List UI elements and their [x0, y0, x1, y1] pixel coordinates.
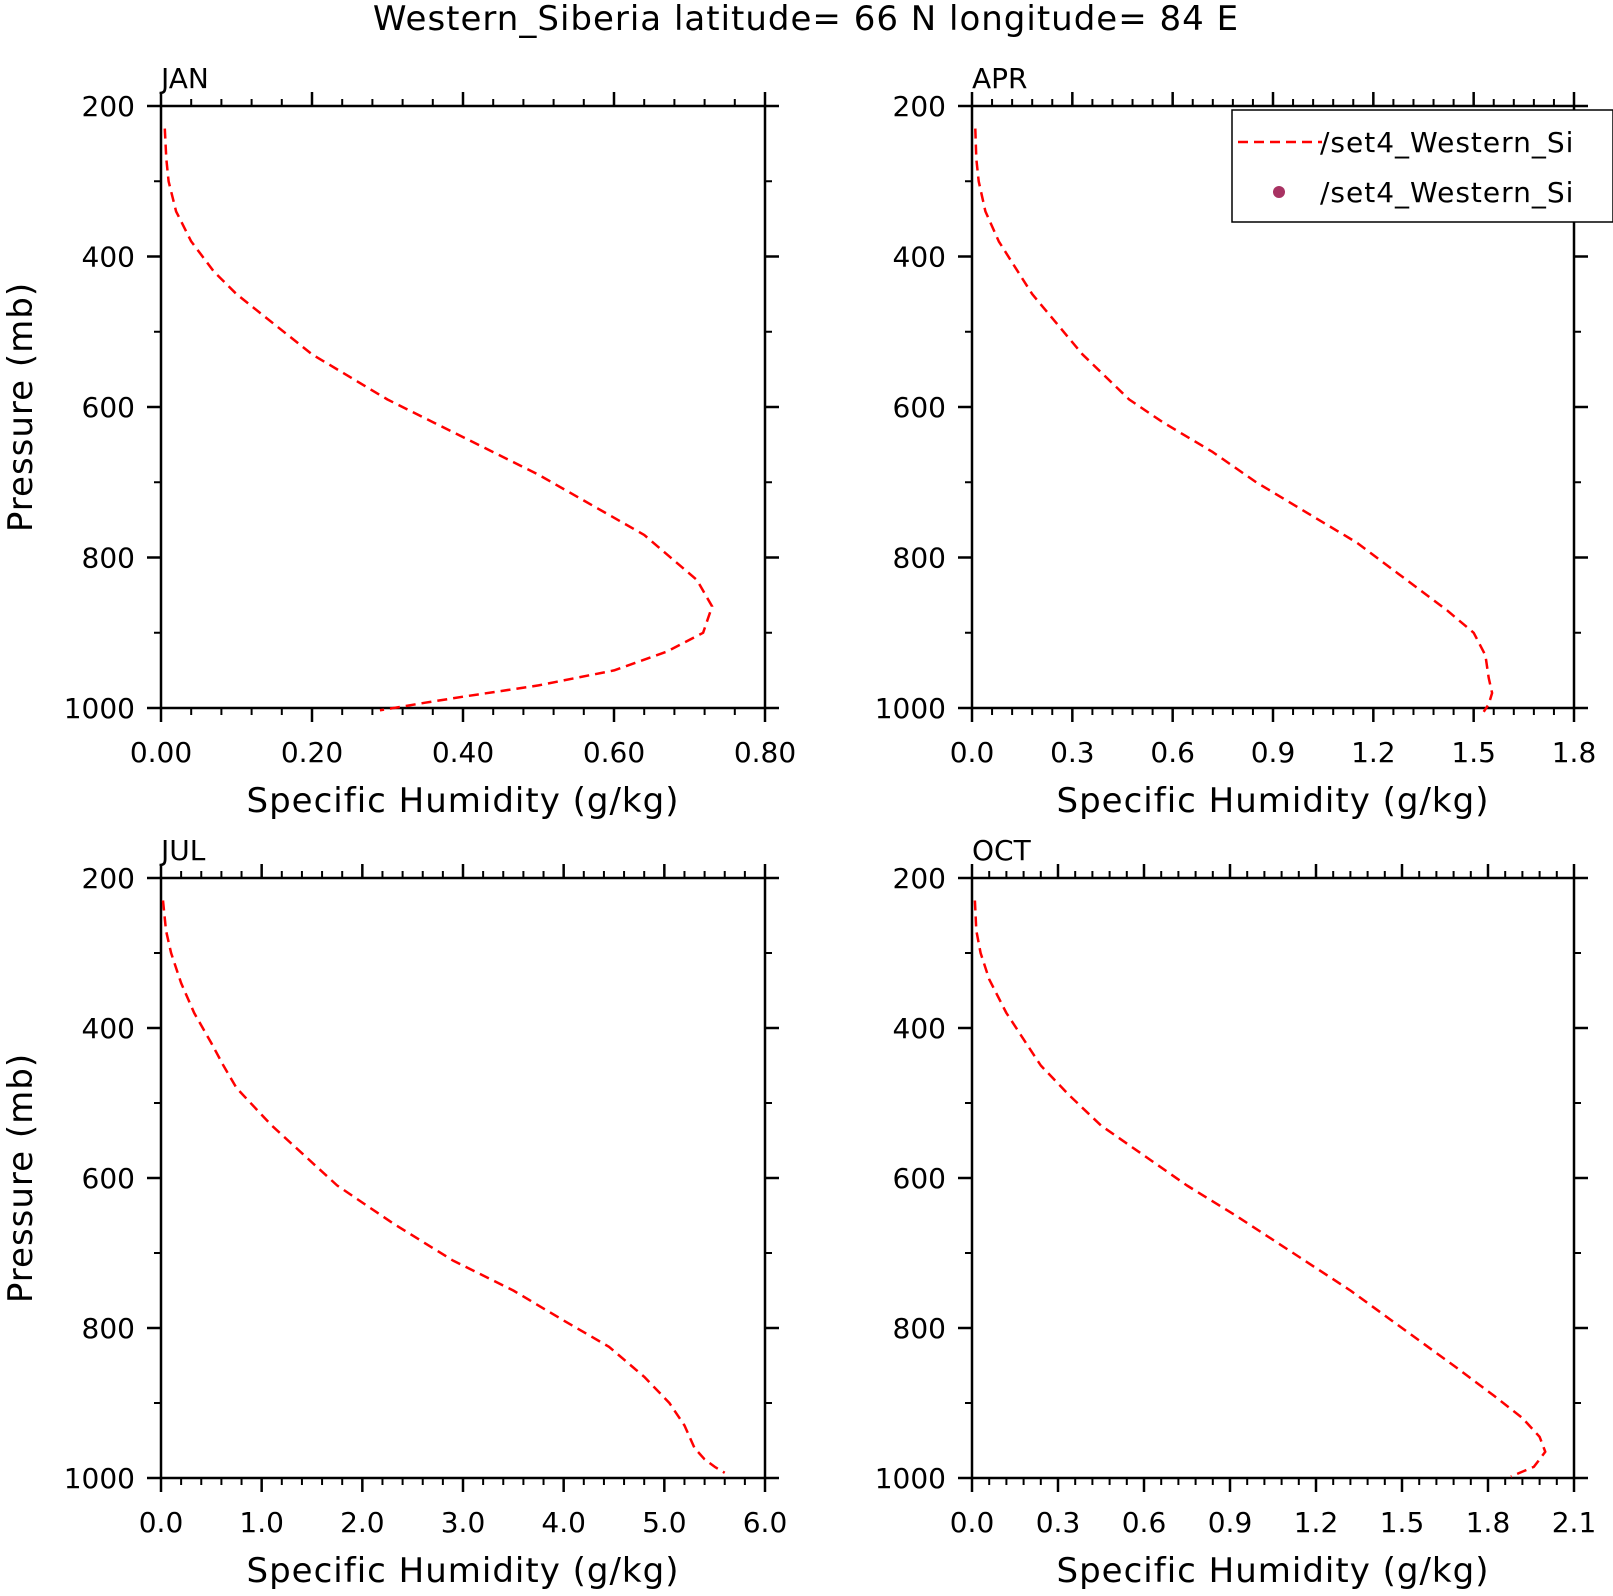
x-tick-label: 0.3 — [1050, 736, 1095, 769]
x-tick-label: 0.9 — [1251, 736, 1296, 769]
x-tick-label: 0.9 — [1208, 1506, 1253, 1539]
plot-frame — [970, 876, 1576, 1480]
y-tick-label: 1000 — [64, 692, 135, 725]
humidity-profile-line — [973, 900, 1547, 1478]
y-tick-label: 200 — [893, 90, 946, 123]
x-tick-label: 4.0 — [541, 1506, 586, 1539]
legend-dot-swatch — [1273, 186, 1285, 198]
x-axis-title: Specific Humidity (g/kg) — [247, 1551, 680, 1591]
y-tick-label: 800 — [82, 1312, 135, 1345]
y-tick-label: 600 — [82, 391, 135, 424]
x-axis-title: Specific Humidity (g/kg) — [247, 781, 680, 821]
figure-title: Western_Siberia latitude= 66 N longitude… — [373, 0, 1239, 39]
y-axis-title: Pressure (mb) — [1, 1053, 41, 1303]
plot-frame — [159, 104, 767, 710]
legend-box — [1231, 109, 1613, 223]
y-tick-label: 200 — [82, 862, 135, 895]
x-axis-title: Specific Humidity (g/kg) — [1057, 1551, 1490, 1591]
legend-entry-2-label: /set4_Western_Si — [1320, 176, 1574, 209]
x-tick-label: 0.6 — [1122, 1506, 1167, 1539]
x-tick-label: 0.0 — [950, 736, 995, 769]
panel-label: OCT — [972, 834, 1032, 867]
y-tick-label: 400 — [82, 1012, 135, 1045]
humidity-profile-line — [974, 128, 1494, 713]
y-tick-label: 400 — [82, 241, 135, 274]
x-tick-label: 0.0 — [950, 1506, 995, 1539]
y-tick-label: 1000 — [64, 1462, 135, 1495]
x-tick-label: 0.0 — [139, 1506, 184, 1539]
y-tick-label: 400 — [893, 241, 946, 274]
x-tick-label: 0.20 — [281, 736, 343, 769]
x-tick-label: 5.0 — [642, 1506, 687, 1539]
y-tick-label: 800 — [893, 1312, 946, 1345]
y-tick-label: 800 — [82, 542, 135, 575]
panel-label: JUL — [159, 834, 206, 867]
x-tick-label: 1.2 — [1294, 1506, 1339, 1539]
x-tick-label: 1.5 — [1380, 1506, 1425, 1539]
y-tick-label: 200 — [82, 90, 135, 123]
x-tick-label: 0.80 — [734, 736, 796, 769]
x-tick-label: 1.8 — [1552, 736, 1597, 769]
y-axis-title: Pressure (mb) — [1, 282, 41, 532]
y-tick-label: 1000 — [875, 1462, 946, 1495]
x-axis-title: Specific Humidity (g/kg) — [1057, 781, 1490, 821]
y-tick-label: 200 — [893, 862, 946, 895]
plot-frame — [159, 876, 767, 1480]
x-tick-label: 1.5 — [1451, 736, 1496, 769]
x-tick-label: 6.0 — [743, 1506, 788, 1539]
y-tick-label: 400 — [893, 1012, 946, 1045]
humidity-profile-line — [161, 900, 726, 1474]
x-tick-label: 3.0 — [441, 1506, 486, 1539]
x-tick-label: 0.3 — [1036, 1506, 1081, 1539]
y-tick-label: 800 — [893, 542, 946, 575]
chart-panel-1: 200 400 600 800 1000 0.00 0.20 0.40 0.60 0.80 JAN S… — [1, 62, 796, 821]
x-tick-label: 1.0 — [239, 1506, 284, 1539]
y-tick-label: 1000 — [875, 692, 946, 725]
y-tick-label: 600 — [893, 391, 946, 424]
panels: 200 400 600 800 1000 0.00 0.20 0.40 0.60 0.80 JAN S… — [1, 62, 1596, 1591]
x-tick-label: 2.1 — [1552, 1506, 1597, 1539]
x-tick-label: 0.60 — [583, 736, 645, 769]
panel-label: JAN — [159, 62, 209, 95]
y-tick-label: 600 — [82, 1162, 135, 1195]
legend: /set4_Western_Si /set4_Western_Si — [1231, 109, 1613, 223]
x-tick-label: 1.8 — [1466, 1506, 1511, 1539]
x-tick-label: 1.2 — [1351, 736, 1396, 769]
x-tick-label: 0.6 — [1150, 736, 1195, 769]
x-tick-label: 0.40 — [432, 736, 494, 769]
x-tick-label: 2.0 — [340, 1506, 385, 1539]
legend-entry-1-label: /set4_Western_Si — [1320, 126, 1574, 159]
y-tick-label: 600 — [893, 1162, 946, 1195]
panel-label: APR — [972, 62, 1028, 95]
humidity-profile-line — [163, 128, 714, 712]
x-tick-label: 0.00 — [130, 736, 192, 769]
